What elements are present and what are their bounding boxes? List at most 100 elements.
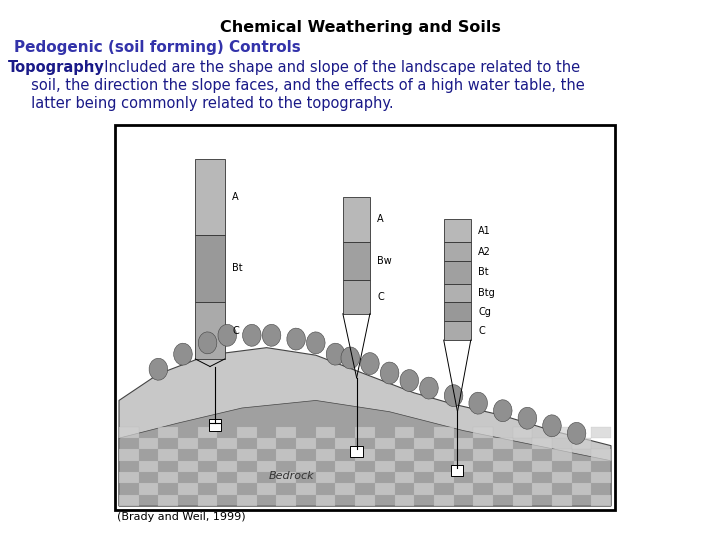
Bar xyxy=(434,472,454,483)
Bar xyxy=(532,461,552,472)
Bar xyxy=(473,495,493,506)
Bar xyxy=(178,461,198,472)
Bar xyxy=(572,461,591,472)
Bar xyxy=(552,427,572,438)
Bar xyxy=(350,446,363,457)
Bar xyxy=(296,483,316,495)
Bar xyxy=(198,472,217,483)
Bar xyxy=(452,401,455,406)
Bar xyxy=(257,483,276,495)
Bar xyxy=(395,449,414,461)
Polygon shape xyxy=(149,358,168,380)
Bar xyxy=(451,464,464,476)
Bar xyxy=(343,197,370,242)
Text: Chemical Weathering and Soils: Chemical Weathering and Soils xyxy=(220,20,500,35)
Polygon shape xyxy=(307,332,325,354)
Bar xyxy=(198,449,217,461)
Bar xyxy=(158,427,178,438)
Polygon shape xyxy=(400,369,418,392)
Polygon shape xyxy=(469,392,487,414)
Bar xyxy=(276,427,296,438)
Bar xyxy=(276,449,296,461)
Bar xyxy=(316,449,336,461)
Bar xyxy=(195,234,225,302)
Bar xyxy=(477,408,480,413)
Text: soil, the direction the slope faces, and the effects of a high water table, the: soil, the direction the slope faces, and… xyxy=(8,78,585,93)
Bar xyxy=(389,378,391,383)
Bar xyxy=(575,438,577,443)
Bar xyxy=(315,348,317,353)
Bar xyxy=(473,472,493,483)
Text: Topography: Topography xyxy=(8,60,104,75)
Bar xyxy=(251,340,253,345)
Bar xyxy=(552,472,572,483)
Bar xyxy=(316,472,336,483)
Bar xyxy=(414,483,434,495)
Bar xyxy=(526,423,528,428)
Polygon shape xyxy=(119,348,611,506)
Bar xyxy=(237,449,257,461)
Bar xyxy=(532,483,552,495)
Bar xyxy=(178,483,198,495)
Bar xyxy=(355,427,375,438)
Bar xyxy=(454,483,473,495)
Polygon shape xyxy=(243,325,261,346)
Polygon shape xyxy=(380,362,399,384)
Bar xyxy=(349,363,351,368)
Text: :  Included are the shape and slope of the landscape related to the: : Included are the shape and slope of th… xyxy=(90,60,580,75)
Text: Pedogenic (soil forming) Controls: Pedogenic (soil forming) Controls xyxy=(14,40,301,55)
Bar xyxy=(237,472,257,483)
Bar xyxy=(271,340,273,345)
Bar xyxy=(217,483,237,495)
Bar xyxy=(552,449,572,461)
Bar xyxy=(276,495,296,506)
Bar xyxy=(237,495,257,506)
Bar xyxy=(493,483,513,495)
Bar xyxy=(591,472,611,483)
Bar xyxy=(375,438,395,449)
Bar xyxy=(395,427,414,438)
Text: Bt: Bt xyxy=(478,267,489,277)
Bar xyxy=(434,449,454,461)
Bar xyxy=(502,416,504,421)
Bar xyxy=(119,129,611,506)
Bar xyxy=(591,449,611,461)
Bar xyxy=(198,427,217,438)
Bar xyxy=(237,427,257,438)
Bar xyxy=(375,461,395,472)
Bar xyxy=(336,461,355,472)
Text: latter being commonly related to the topography.: latter being commonly related to the top… xyxy=(8,96,394,111)
Polygon shape xyxy=(174,343,192,365)
Bar xyxy=(473,427,493,438)
Bar xyxy=(493,461,513,472)
Bar xyxy=(217,438,237,449)
Bar xyxy=(572,438,591,449)
Bar xyxy=(139,461,158,472)
Bar xyxy=(434,495,454,506)
Polygon shape xyxy=(198,332,217,354)
Bar xyxy=(444,302,471,321)
Text: Bw: Bw xyxy=(377,256,392,266)
Bar xyxy=(334,359,337,364)
Bar xyxy=(119,472,139,483)
Text: Bt: Bt xyxy=(232,264,243,273)
Bar xyxy=(217,461,237,472)
Bar xyxy=(408,386,410,390)
Bar xyxy=(444,284,471,302)
Bar xyxy=(395,495,414,506)
Polygon shape xyxy=(262,325,281,346)
Bar xyxy=(195,302,225,359)
Bar xyxy=(513,495,532,506)
Polygon shape xyxy=(493,400,512,422)
Bar xyxy=(207,348,209,353)
Text: Btg: Btg xyxy=(478,288,495,298)
Bar xyxy=(336,483,355,495)
Polygon shape xyxy=(119,401,611,506)
Bar xyxy=(296,461,316,472)
Bar xyxy=(257,461,276,472)
Bar xyxy=(414,461,434,472)
Bar xyxy=(257,438,276,449)
Bar xyxy=(454,438,473,449)
Bar xyxy=(119,449,139,461)
Bar xyxy=(316,427,336,438)
